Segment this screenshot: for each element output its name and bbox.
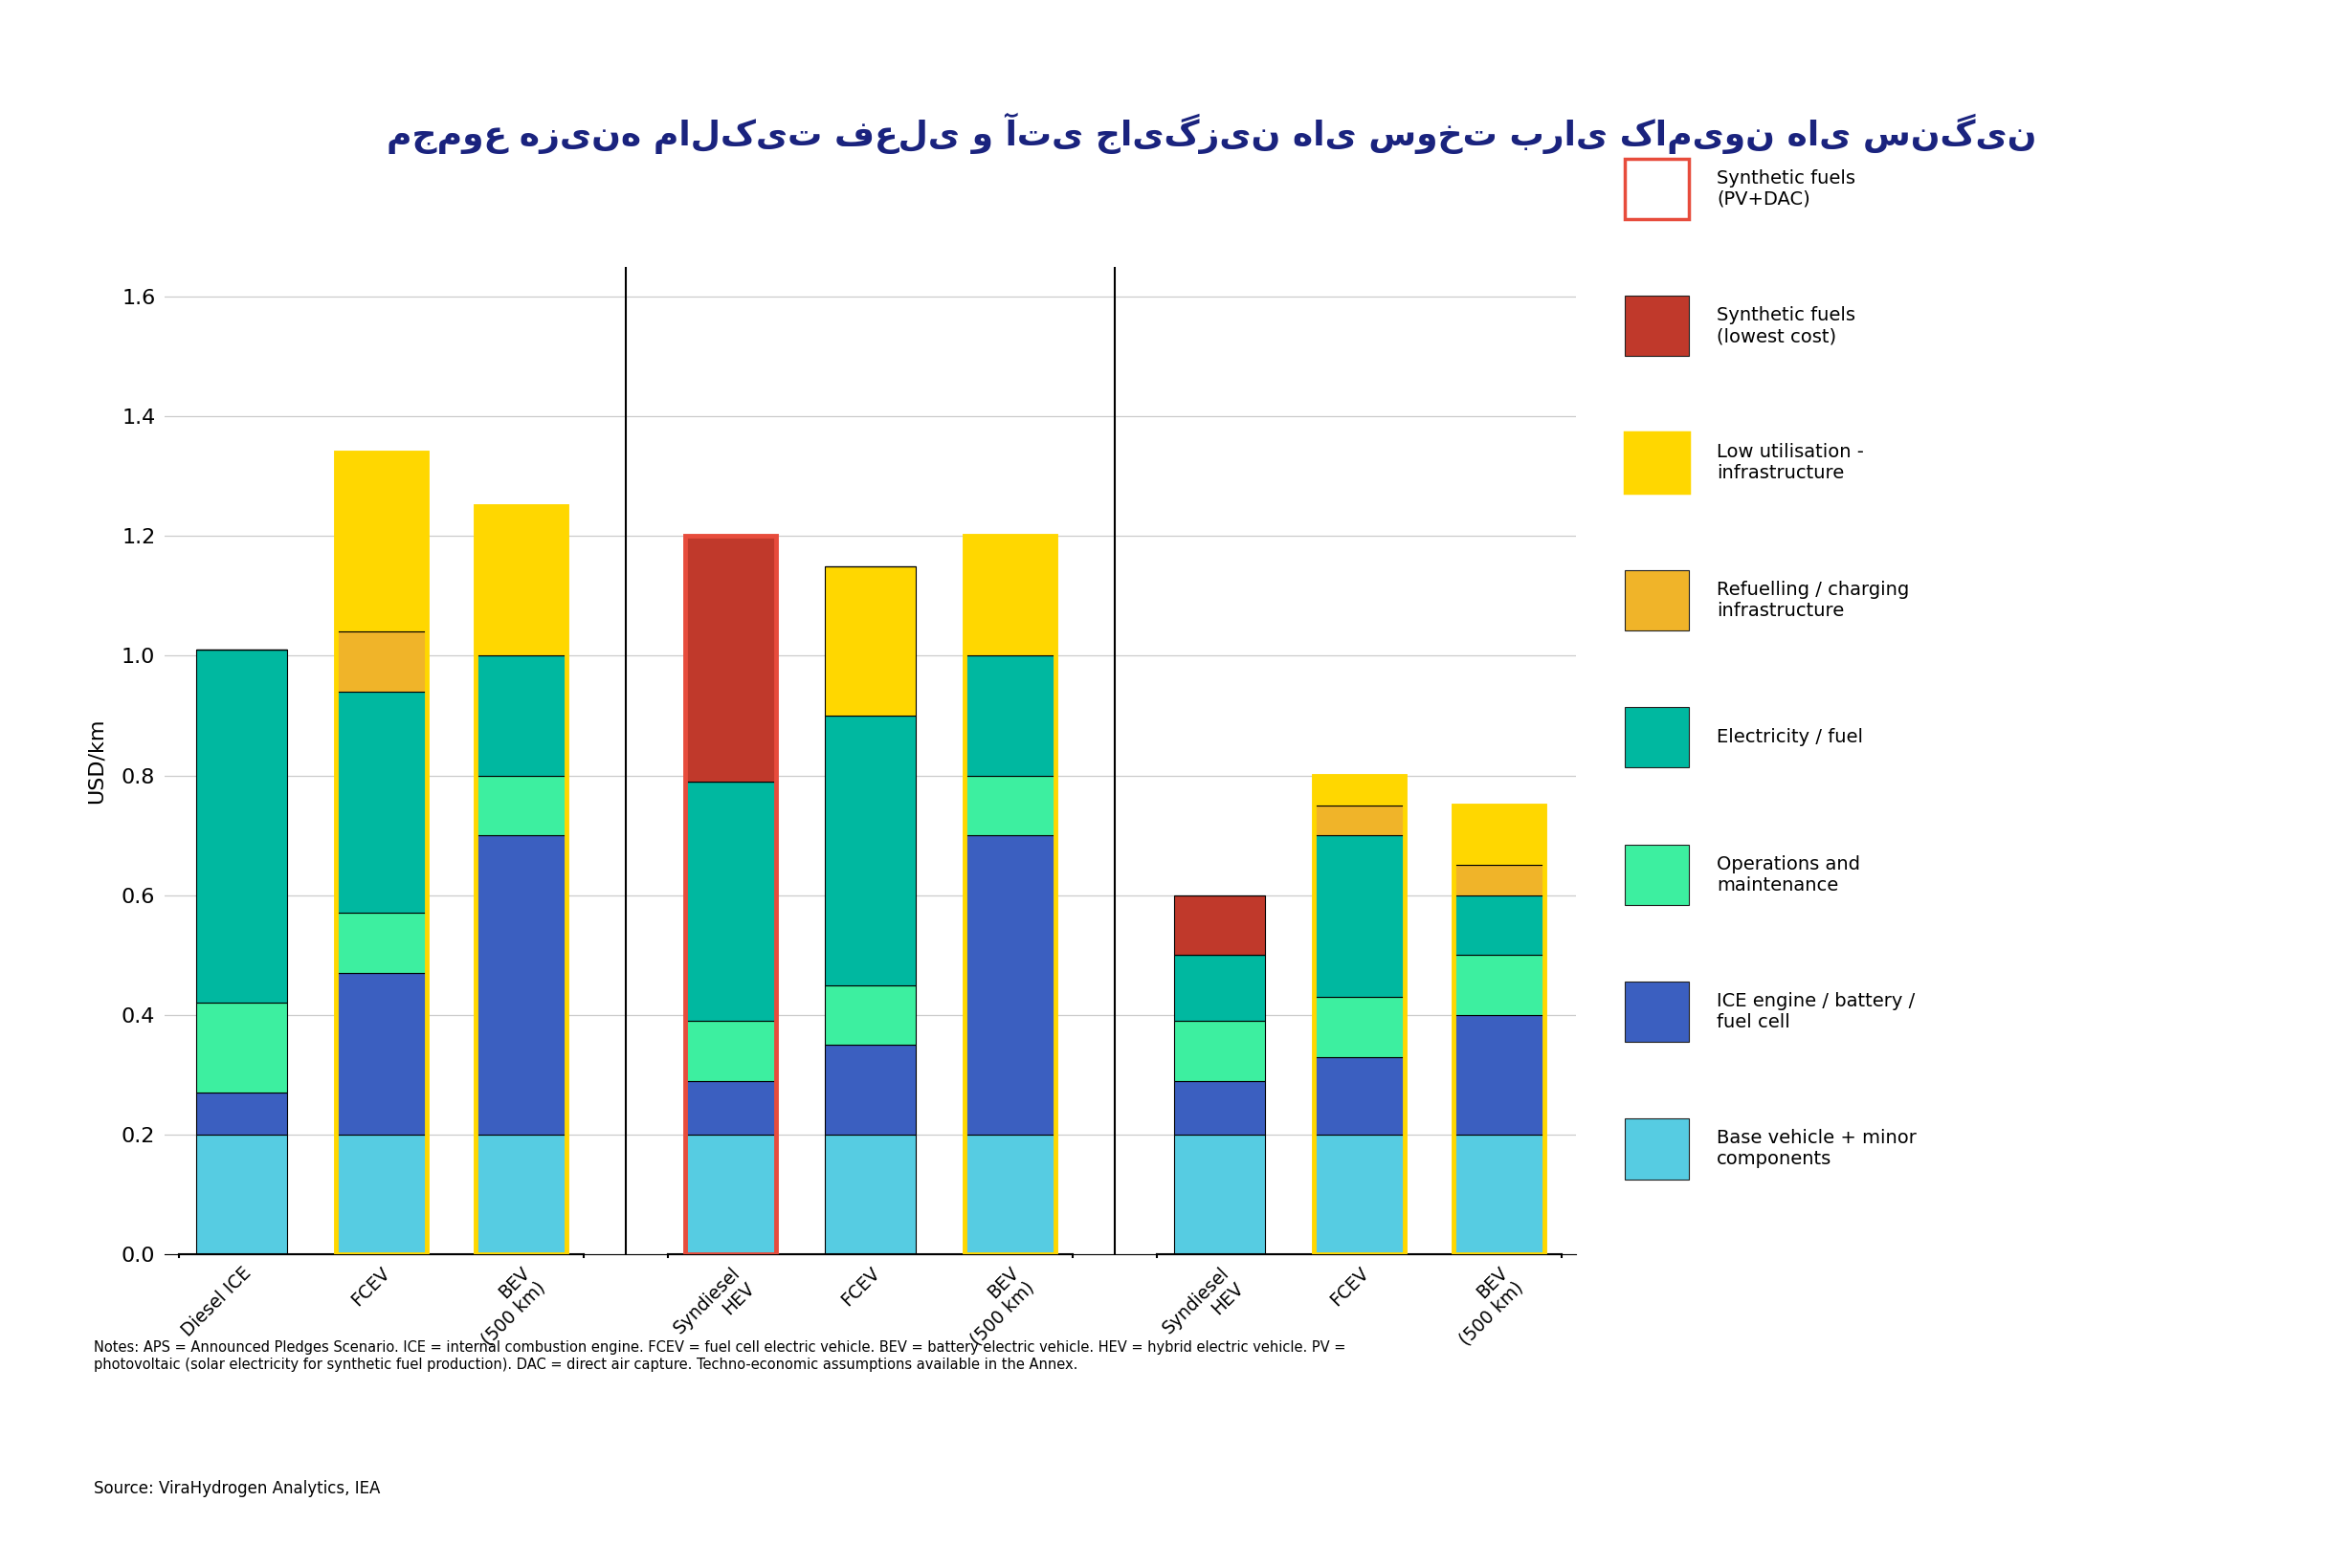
Text: Notes: APS = Announced Pledges Scenario. ICE = internal combustion engine. FCEV : Notes: APS = Announced Pledges Scenario.… bbox=[94, 1341, 1345, 1372]
Bar bbox=[475, 836, 567, 1135]
Bar bbox=[336, 452, 426, 632]
Bar bbox=[195, 1135, 287, 1254]
Bar bbox=[475, 655, 567, 776]
Bar bbox=[964, 776, 1056, 836]
Bar bbox=[964, 536, 1056, 1254]
Bar bbox=[684, 536, 776, 781]
Bar bbox=[826, 985, 915, 1044]
Bar bbox=[1454, 895, 1545, 955]
Bar bbox=[336, 691, 426, 913]
Text: Synthetic fuels
(PV+DAC): Synthetic fuels (PV+DAC) bbox=[1717, 169, 1856, 209]
Bar bbox=[964, 1135, 1056, 1254]
Bar bbox=[1174, 1135, 1265, 1254]
Bar bbox=[826, 566, 915, 715]
FancyBboxPatch shape bbox=[1625, 433, 1689, 492]
FancyBboxPatch shape bbox=[1625, 707, 1689, 768]
Bar bbox=[964, 836, 1056, 1135]
Bar bbox=[1315, 997, 1404, 1057]
Bar bbox=[475, 776, 567, 836]
Bar bbox=[1174, 1021, 1265, 1080]
Bar bbox=[1454, 806, 1545, 1254]
FancyBboxPatch shape bbox=[1625, 845, 1689, 905]
Bar bbox=[475, 506, 567, 1254]
Bar bbox=[1315, 836, 1404, 997]
Bar bbox=[336, 452, 426, 1254]
Bar bbox=[195, 1004, 287, 1093]
Bar bbox=[1454, 806, 1545, 866]
Bar bbox=[1315, 776, 1404, 1254]
Bar bbox=[1174, 955, 1265, 1021]
FancyBboxPatch shape bbox=[1625, 295, 1689, 356]
Text: Base vehicle + minor
components: Base vehicle + minor components bbox=[1717, 1129, 1917, 1168]
Bar bbox=[1454, 1014, 1545, 1135]
Bar bbox=[1174, 895, 1265, 955]
Text: Source: ViraHydrogen Analytics, IEA: Source: ViraHydrogen Analytics, IEA bbox=[94, 1480, 381, 1497]
Bar bbox=[1174, 1080, 1265, 1135]
Bar bbox=[1454, 955, 1545, 1014]
Bar bbox=[964, 536, 1056, 655]
Bar bbox=[336, 632, 426, 691]
Text: Low utilisation -
infrastructure: Low utilisation - infrastructure bbox=[1717, 444, 1865, 483]
Bar bbox=[1315, 1135, 1404, 1254]
Bar bbox=[964, 655, 1056, 776]
FancyBboxPatch shape bbox=[1625, 1120, 1689, 1179]
FancyBboxPatch shape bbox=[1625, 569, 1689, 630]
Bar bbox=[195, 649, 287, 1004]
FancyBboxPatch shape bbox=[1625, 158, 1689, 220]
Text: Operations and
maintenance: Operations and maintenance bbox=[1717, 855, 1860, 894]
Y-axis label: USD/km: USD/km bbox=[87, 718, 106, 803]
Text: Synthetic fuels
(lowest cost): Synthetic fuels (lowest cost) bbox=[1717, 306, 1856, 345]
Text: مجموع هزینه مالکیت فعلی و آتی جایگزین های سوخت برای کامیون های سنگین: مجموع هزینه مالکیت فعلی و آتی جایگزین ها… bbox=[386, 113, 2037, 154]
Bar bbox=[1454, 866, 1545, 895]
Bar bbox=[826, 715, 915, 985]
Bar bbox=[668, 1245, 1073, 1254]
Bar bbox=[684, 1080, 776, 1135]
FancyBboxPatch shape bbox=[1625, 982, 1689, 1043]
Bar bbox=[684, 1135, 776, 1254]
Text: ICE engine / battery /
fuel cell: ICE engine / battery / fuel cell bbox=[1717, 993, 1915, 1032]
Bar bbox=[684, 781, 776, 1021]
Bar bbox=[1157, 1245, 1562, 1254]
Bar bbox=[684, 1021, 776, 1080]
Text: Refuelling / charging
infrastructure: Refuelling / charging infrastructure bbox=[1717, 580, 1910, 619]
Bar bbox=[1315, 1057, 1404, 1135]
Bar bbox=[475, 506, 567, 655]
Bar bbox=[1454, 1135, 1545, 1254]
Bar bbox=[826, 1135, 915, 1254]
Bar bbox=[179, 1245, 583, 1254]
Bar bbox=[195, 1093, 287, 1135]
Bar bbox=[684, 536, 776, 1254]
Bar bbox=[336, 974, 426, 1135]
Bar bbox=[336, 1135, 426, 1254]
Bar bbox=[1315, 806, 1404, 836]
Bar bbox=[826, 1044, 915, 1135]
Bar bbox=[336, 913, 426, 974]
Bar bbox=[475, 1135, 567, 1254]
Bar bbox=[1315, 776, 1404, 806]
Text: Electricity / fuel: Electricity / fuel bbox=[1717, 728, 1863, 746]
